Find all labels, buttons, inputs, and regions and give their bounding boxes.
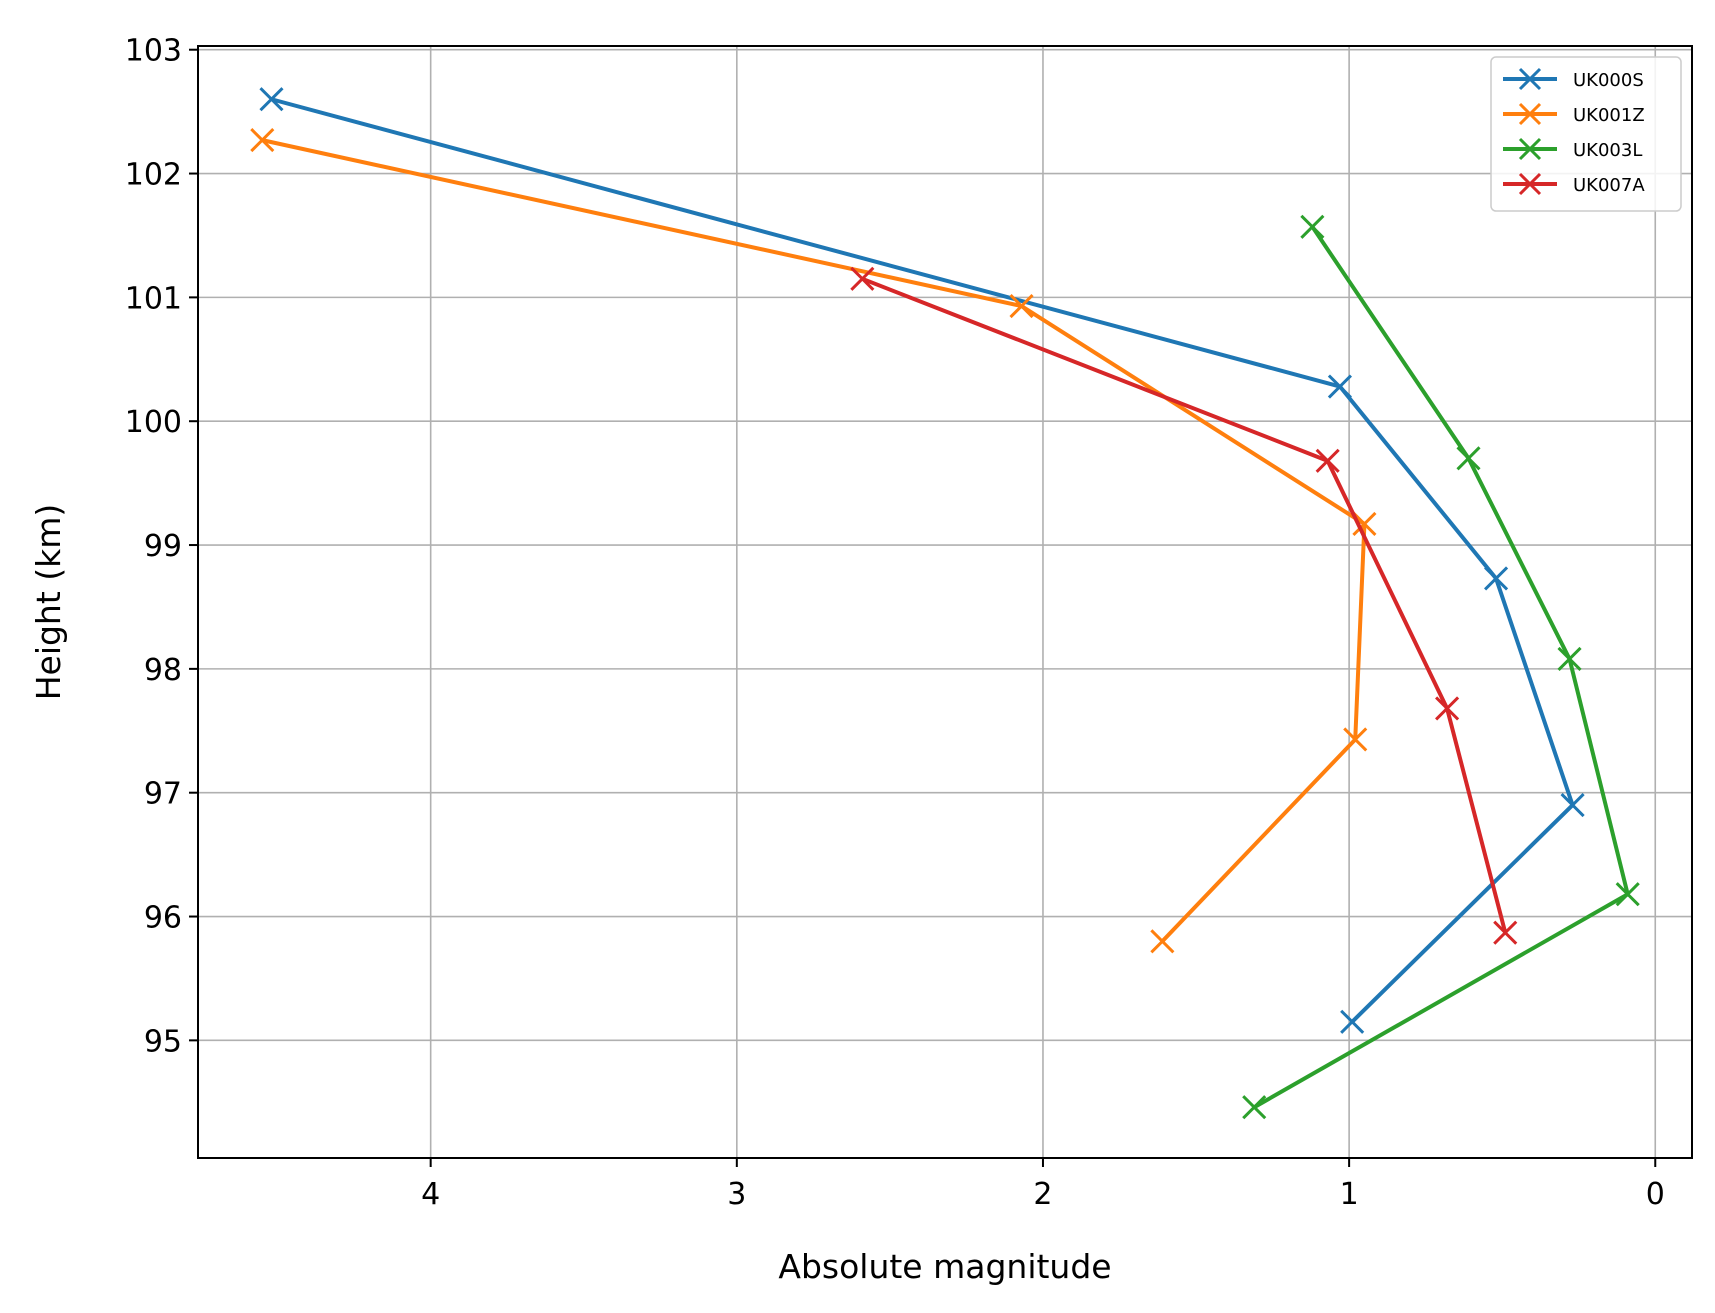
data-point — [1315, 448, 1340, 473]
x-axis-ticks: 4 3 2 1 0 — [421, 1158, 1665, 1212]
legend-item: UK001Z — [1503, 102, 1645, 126]
series-UK000S — [259, 87, 1585, 1034]
y-axis-ticks: 95 96 97 98 99 100 101 102 103 — [125, 34, 198, 1059]
legend-marker — [1518, 137, 1542, 161]
legend-marker — [1518, 102, 1542, 126]
legend-marker — [1518, 67, 1542, 91]
legend: UK000S UK001Z UK003L UK007A — [1490, 56, 1682, 212]
data-point — [1484, 566, 1509, 591]
grid — [198, 46, 1692, 1158]
data-point — [1557, 646, 1582, 672]
legend-item: UK007A — [1503, 172, 1645, 196]
x-tick-label: 4 — [421, 1177, 440, 1212]
series-UK001Z — [250, 128, 1377, 954]
data-point — [1343, 727, 1368, 752]
plot-frame — [197, 45, 1693, 1159]
data-point — [1340, 1009, 1365, 1034]
x-tick-label: 1 — [1340, 1177, 1359, 1212]
data-point — [1327, 374, 1352, 399]
legend-marker — [1518, 172, 1542, 196]
x-tick-label: 2 — [1033, 1177, 1052, 1212]
series-line — [861, 276, 1508, 934]
x-tick-label: 3 — [727, 1177, 746, 1212]
legend-label: UK003L — [1573, 140, 1642, 161]
data-point — [1456, 446, 1481, 471]
legend-label: UK001Z — [1573, 105, 1645, 126]
series-UK003L — [1242, 214, 1640, 1120]
data-point — [850, 266, 875, 291]
y-axis-label: Height (km) — [29, 504, 68, 701]
y-tick-label: 102 — [125, 158, 182, 193]
data-point — [1560, 793, 1585, 818]
data-point — [1493, 920, 1518, 945]
y-tick-label: 100 — [125, 405, 182, 440]
data-point — [1009, 293, 1034, 319]
legend-item: UK003L — [1503, 137, 1642, 161]
data-point — [250, 128, 275, 153]
x-axis-label: Absolute magnitude — [778, 1247, 1111, 1286]
data-point — [1150, 929, 1175, 954]
legend-box — [1490, 56, 1682, 212]
y-tick-label: 95 — [144, 1024, 182, 1059]
data-point — [1300, 214, 1325, 239]
series-UK007A — [850, 266, 1518, 945]
y-tick-label: 98 — [144, 653, 182, 688]
y-tick-label: 99 — [144, 529, 182, 564]
data-point — [1435, 696, 1460, 721]
y-tick-label: 97 — [144, 777, 182, 812]
data-point — [1242, 1095, 1267, 1120]
data-point — [259, 87, 284, 112]
y-tick-label: 103 — [125, 34, 182, 69]
y-tick-label: 101 — [125, 281, 182, 316]
series-layer — [250, 87, 1640, 1120]
data-point — [1615, 882, 1640, 907]
data-point — [1352, 511, 1377, 537]
x-tick-label: 0 — [1646, 1177, 1665, 1212]
legend-label: UK007A — [1573, 175, 1645, 196]
legend-item: UK000S — [1503, 67, 1644, 91]
legend-label: UK000S — [1573, 70, 1644, 91]
y-tick-label: 96 — [144, 901, 182, 936]
